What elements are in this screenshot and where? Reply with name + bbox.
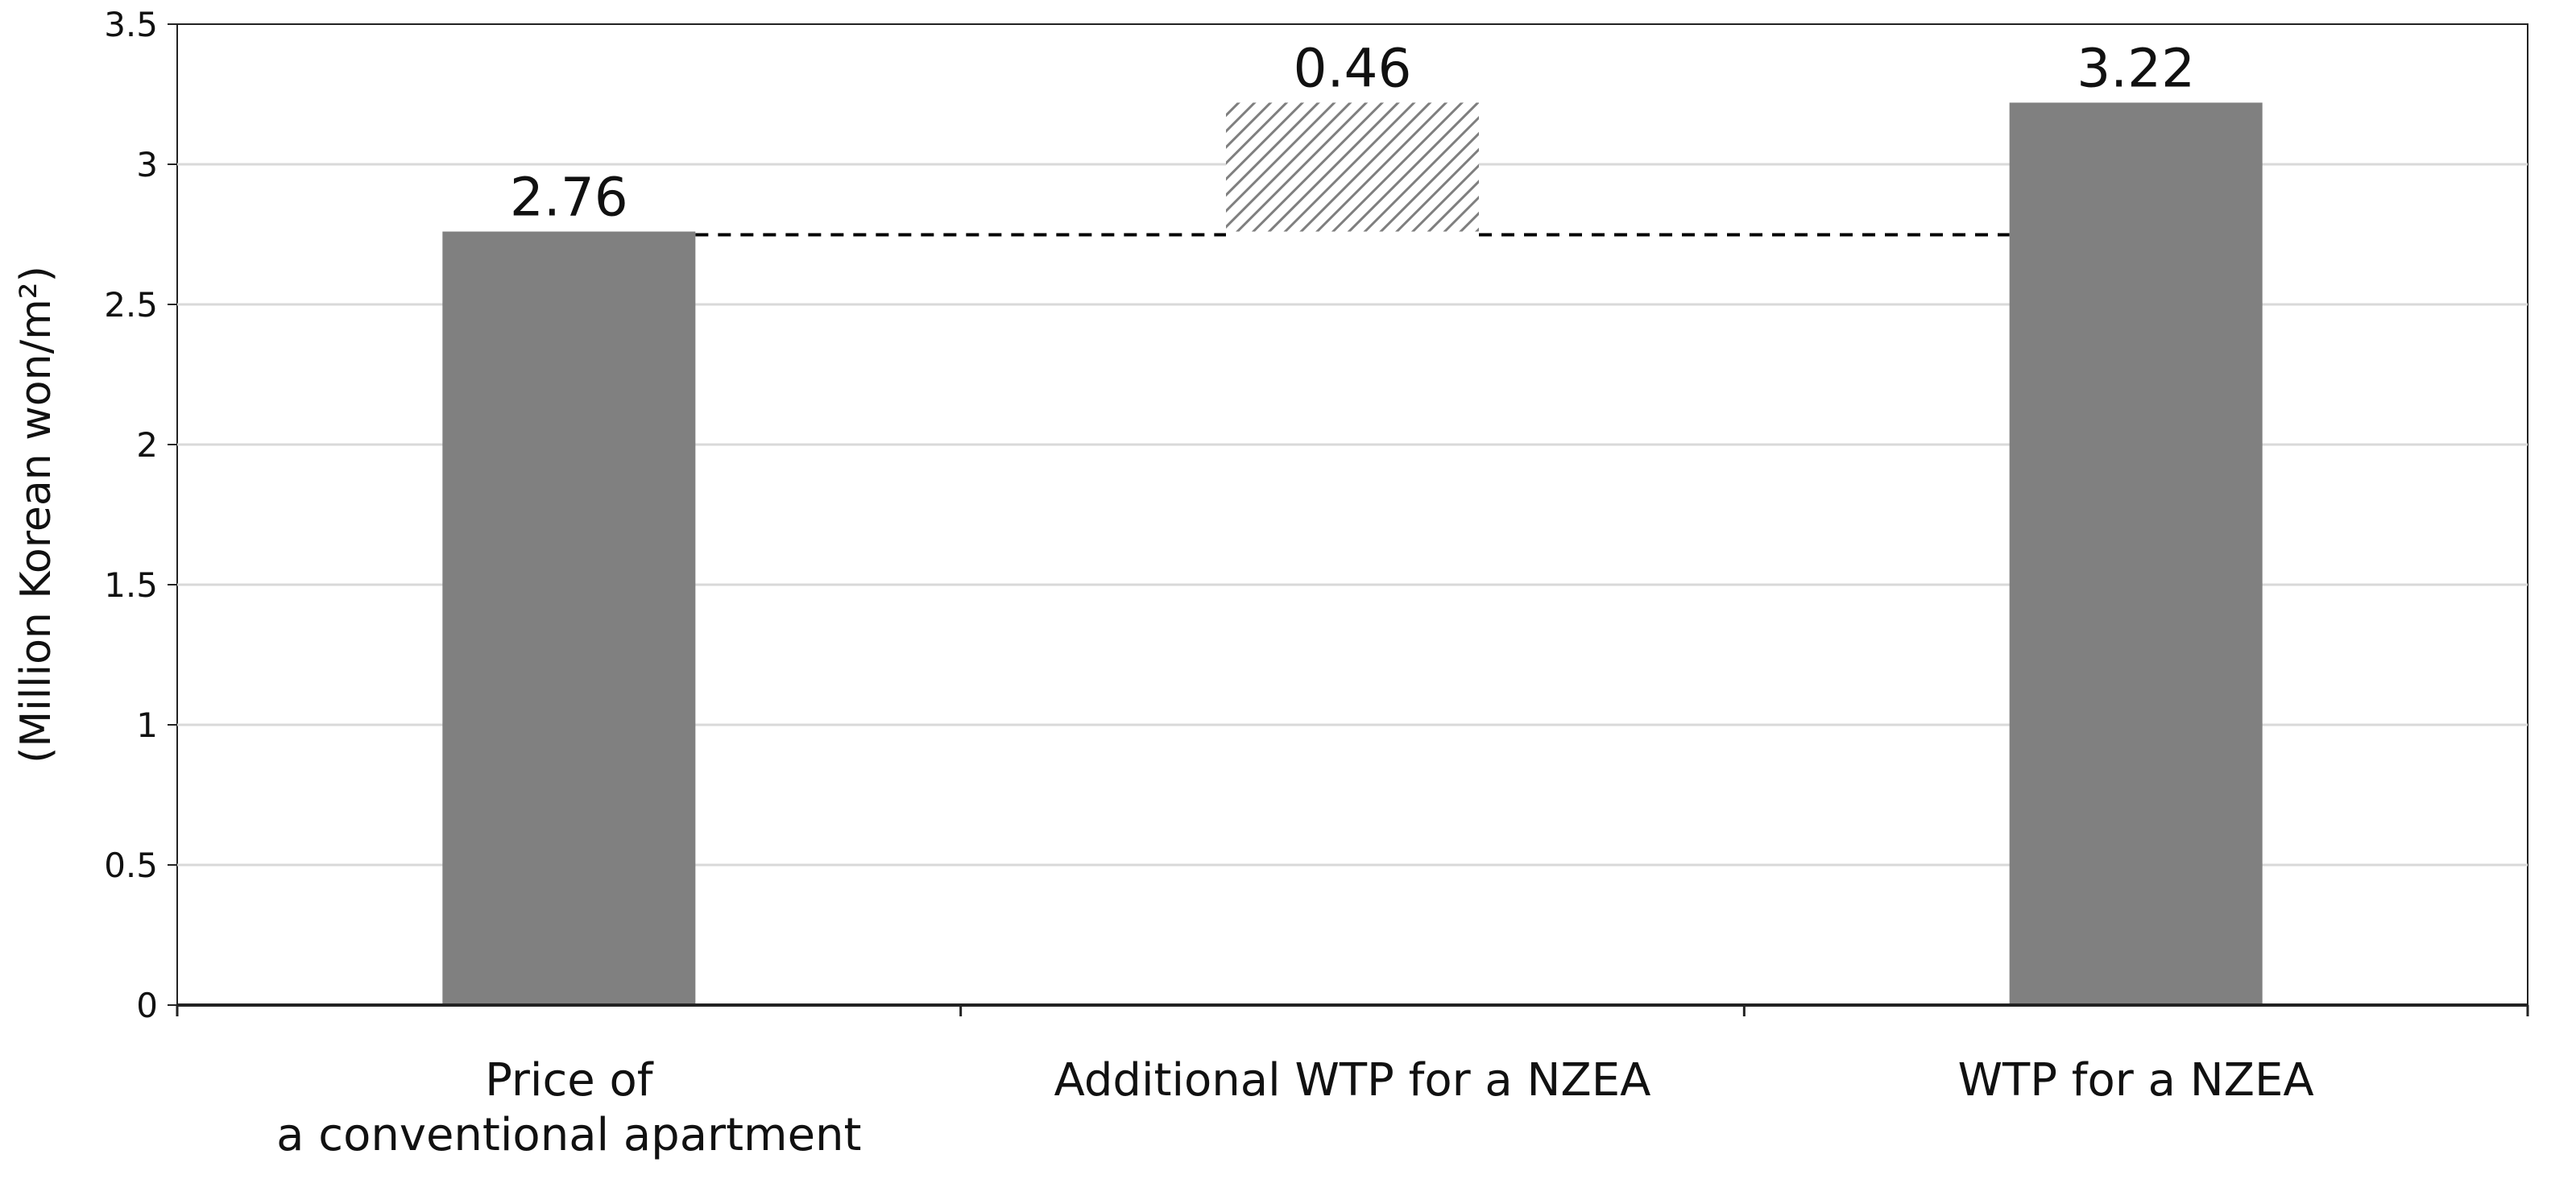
x-category-label: Additional WTP for a NZEA xyxy=(1054,1054,1651,1107)
data-labels: 2.76 0.46 3.22 xyxy=(510,37,2195,228)
y-tick-label: 2 xyxy=(136,425,158,465)
axes: 0 0.5 1 1.5 2 2.5 3 3.5 Price of a conventional a… xyxy=(104,5,2529,1161)
y-tick-label: 2.5 xyxy=(104,285,158,325)
y-tick-label: 1.5 xyxy=(104,565,158,605)
x-category-label: Price of a conventional apartment xyxy=(276,1054,861,1161)
y-tick-label: 3.5 xyxy=(104,5,158,44)
bars xyxy=(442,102,2263,1006)
bar xyxy=(2009,102,2263,1006)
bar xyxy=(442,231,696,1005)
y-tick-label: 0.5 xyxy=(104,846,158,885)
y-axis-label: (Million Korean won/m²) xyxy=(12,266,60,763)
x-category-label: WTP for a NZEA xyxy=(1958,1054,2314,1107)
y-tick-label: 0 xyxy=(136,986,158,1025)
data-label: 3.22 xyxy=(2077,37,2195,99)
bar-hatched-increment xyxy=(1226,102,1479,232)
y-tick-label: 3 xyxy=(136,145,158,184)
y-tick-label: 1 xyxy=(136,705,158,745)
data-label: 0.46 xyxy=(1294,37,1412,99)
data-label: 2.76 xyxy=(510,167,628,229)
